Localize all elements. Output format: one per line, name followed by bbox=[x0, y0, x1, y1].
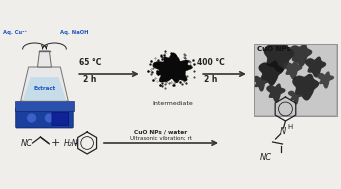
Text: Aq. NaOH: Aq. NaOH bbox=[60, 30, 88, 35]
Text: H: H bbox=[288, 124, 293, 130]
Text: CuO NPs / water: CuO NPs / water bbox=[134, 129, 188, 134]
Polygon shape bbox=[292, 74, 319, 101]
Text: H₂N: H₂N bbox=[63, 139, 78, 147]
FancyBboxPatch shape bbox=[15, 101, 74, 111]
Text: NC: NC bbox=[260, 153, 272, 163]
Text: Intermediate: Intermediate bbox=[152, 101, 193, 106]
Polygon shape bbox=[288, 89, 303, 105]
Polygon shape bbox=[38, 51, 51, 67]
Polygon shape bbox=[21, 67, 68, 101]
Polygon shape bbox=[23, 77, 66, 101]
Polygon shape bbox=[289, 45, 312, 67]
Text: 2 h: 2 h bbox=[204, 75, 218, 84]
Text: NC: NC bbox=[21, 139, 33, 147]
Text: Extract: Extract bbox=[33, 87, 56, 91]
Text: 65 °C: 65 °C bbox=[79, 58, 101, 67]
Circle shape bbox=[27, 113, 36, 123]
Polygon shape bbox=[258, 61, 284, 86]
FancyBboxPatch shape bbox=[255, 45, 336, 115]
Circle shape bbox=[44, 113, 55, 123]
Polygon shape bbox=[317, 71, 334, 88]
Text: 2 h: 2 h bbox=[84, 75, 97, 84]
FancyBboxPatch shape bbox=[254, 44, 337, 116]
Polygon shape bbox=[305, 57, 326, 77]
Polygon shape bbox=[264, 45, 294, 73]
Text: N: N bbox=[279, 126, 286, 136]
FancyBboxPatch shape bbox=[16, 108, 73, 128]
Polygon shape bbox=[283, 60, 302, 80]
FancyBboxPatch shape bbox=[52, 112, 69, 125]
Polygon shape bbox=[153, 53, 193, 83]
Text: CuO NPs: CuO NPs bbox=[257, 46, 291, 52]
Text: +: + bbox=[51, 138, 60, 148]
Polygon shape bbox=[255, 74, 270, 91]
Text: Ultrasonic vibration; rt: Ultrasonic vibration; rt bbox=[130, 136, 192, 141]
Polygon shape bbox=[266, 83, 285, 103]
Text: Aq. Cu²⁺: Aq. Cu²⁺ bbox=[3, 30, 27, 35]
Text: 400 °C: 400 °C bbox=[197, 58, 225, 67]
